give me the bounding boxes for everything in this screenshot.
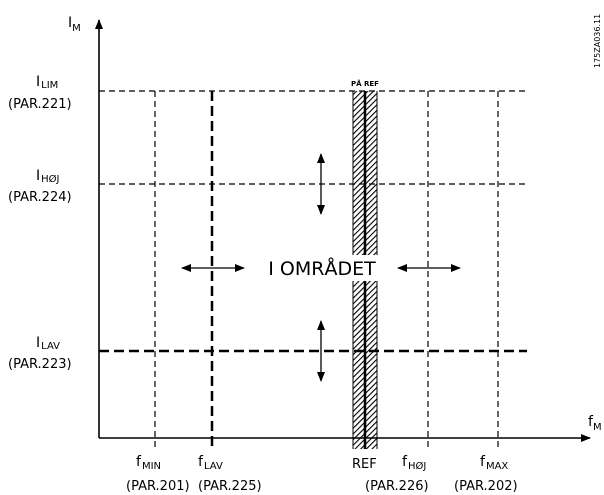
i-lav-par: (PAR.223) xyxy=(8,357,72,372)
pa-ref-label: PÅ REF xyxy=(351,79,379,88)
region-label: I OMRÅDET xyxy=(268,257,376,280)
f-hoj-label: fHØJ xyxy=(402,454,426,472)
f-min-par: (PAR.201) xyxy=(126,479,190,494)
i-lav-label: ILAV xyxy=(36,335,60,352)
doc-code: 175ZA036.11 xyxy=(593,14,602,68)
f-lav-label: fLAV xyxy=(198,454,223,472)
f-max-label: fMAX xyxy=(480,454,508,472)
i-lim-label: ILIM xyxy=(36,74,58,91)
i-hoj-par: (PAR.224) xyxy=(8,190,72,205)
ref-label: REF xyxy=(352,457,377,472)
y-axis-title: IM xyxy=(68,15,81,34)
f-lav-par: (PAR.225) xyxy=(198,479,262,494)
i-hoj-label: IHØJ xyxy=(36,168,59,185)
x-axis-title: fM xyxy=(588,414,602,433)
i-lim-par: (PAR.221) xyxy=(8,97,72,112)
f-min-label: fMIN xyxy=(136,454,161,472)
f-max-par: (PAR.202) xyxy=(454,479,518,494)
f-hoj-par: (PAR.226) xyxy=(365,479,429,494)
region-label-bg xyxy=(248,255,396,281)
